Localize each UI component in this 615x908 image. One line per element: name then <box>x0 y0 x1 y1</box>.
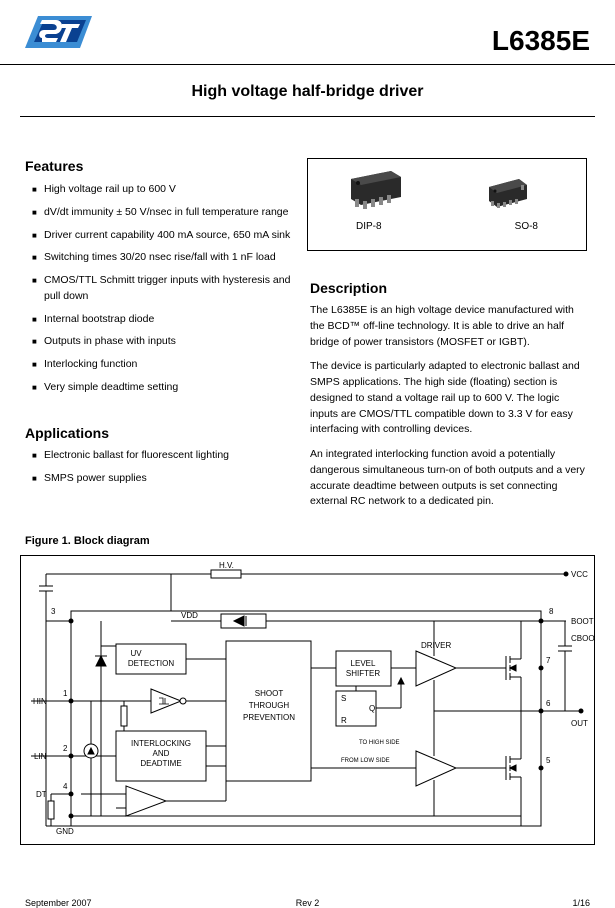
description-para: The L6385E is an high voltage device man… <box>310 303 588 350</box>
svg-text:7: 7 <box>546 656 551 665</box>
description-para: An integrated interlocking function avoi… <box>310 447 588 510</box>
svg-text:INTERLOCKING: INTERLOCKING <box>131 739 191 748</box>
package-label-so: SO-8 <box>515 221 538 232</box>
figure-caption: Figure 1. Block diagram <box>25 535 150 547</box>
svg-text:DRIVER: DRIVER <box>421 641 451 650</box>
svg-text:8: 8 <box>549 607 554 616</box>
svg-text:BOOT: BOOT <box>571 617 594 626</box>
footer-date: September 2007 <box>25 898 92 908</box>
features-heading: Features <box>25 158 83 174</box>
st-logo <box>20 8 95 61</box>
svg-text:Q: Q <box>369 704 375 713</box>
svg-text:THROUGH: THROUGH <box>249 701 290 710</box>
svg-text:TO HIGH SIDE: TO HIGH SIDE <box>359 740 400 746</box>
svg-text:1: 1 <box>63 689 68 698</box>
svg-text:2: 2 <box>63 744 68 753</box>
svg-text:4: 4 <box>63 782 68 791</box>
svg-text:FROM LOW SIDE: FROM LOW SIDE <box>341 758 390 764</box>
subtitle-block: High voltage half-bridge driver <box>20 83 595 117</box>
package-label-dip: DIP-8 <box>356 221 382 232</box>
subtitle: High voltage half-bridge driver <box>20 83 595 101</box>
svg-text:VDD: VDD <box>181 611 198 620</box>
package-illustration <box>308 159 586 250</box>
svg-text:LEVEL: LEVEL <box>351 659 376 668</box>
list-item: Internal bootstrap diode <box>32 312 292 328</box>
list-item: SMPS power supplies <box>32 471 292 487</box>
svg-text:CBOOT: CBOOT <box>571 634 594 643</box>
list-item: Switching times 30/20 nsec rise/fall wit… <box>32 250 292 266</box>
svg-text:SHIFTER: SHIFTER <box>346 669 380 678</box>
list-item: Driver current capability 400 mA source,… <box>32 228 292 244</box>
svg-text:UV: UV <box>130 649 142 658</box>
list-item: dV/dt immunity ± 50 V/nsec in full tempe… <box>32 205 292 221</box>
list-item: Outputs in phase with inputs <box>32 334 292 350</box>
block-diagram: VCC H.V. VDD 3 UV DETECTION <box>20 555 595 845</box>
description-para: The device is particularly adapted to el… <box>310 359 588 438</box>
footer-rev: Rev 2 <box>296 898 320 908</box>
header: L6385E <box>0 0 615 65</box>
list-item: Interlocking function <box>32 357 292 373</box>
svg-text:5: 5 <box>546 756 551 765</box>
list-item: CMOS/TTL Schmitt trigger inputs with hys… <box>32 273 292 305</box>
features-list: High voltage rail up to 600 V dV/dt immu… <box>32 182 292 403</box>
description-text: The L6385E is an high voltage device man… <box>310 303 588 519</box>
list-item: High voltage rail up to 600 V <box>32 182 292 198</box>
applications-list: Electronic ballast for fluorescent light… <box>32 448 292 494</box>
description-heading: Description <box>310 280 387 296</box>
svg-text:AND: AND <box>153 749 170 758</box>
part-number: L6385E <box>492 25 590 57</box>
svg-text:R: R <box>341 716 347 725</box>
svg-text:6: 6 <box>546 699 551 708</box>
svg-text:SHOOT: SHOOT <box>255 689 284 698</box>
package-box: DIP-8 SO-8 <box>307 158 587 251</box>
footer-page: 1/16 <box>572 898 590 908</box>
svg-text:VCC: VCC <box>571 570 588 579</box>
svg-text:DT: DT <box>36 790 47 799</box>
svg-text:H.V.: H.V. <box>219 561 234 570</box>
svg-text:PREVENTION: PREVENTION <box>243 713 295 722</box>
svg-text:3: 3 <box>51 607 56 616</box>
svg-text:DETECTION: DETECTION <box>128 659 174 668</box>
list-item: Very simple deadtime setting <box>32 380 292 396</box>
svg-text:DEADTIME: DEADTIME <box>140 759 181 768</box>
svg-text:GND: GND <box>56 827 74 836</box>
svg-text:S: S <box>341 694 346 703</box>
list-item: Electronic ballast for fluorescent light… <box>32 448 292 464</box>
applications-heading: Applications <box>25 425 109 441</box>
svg-text:OUT: OUT <box>571 719 588 728</box>
